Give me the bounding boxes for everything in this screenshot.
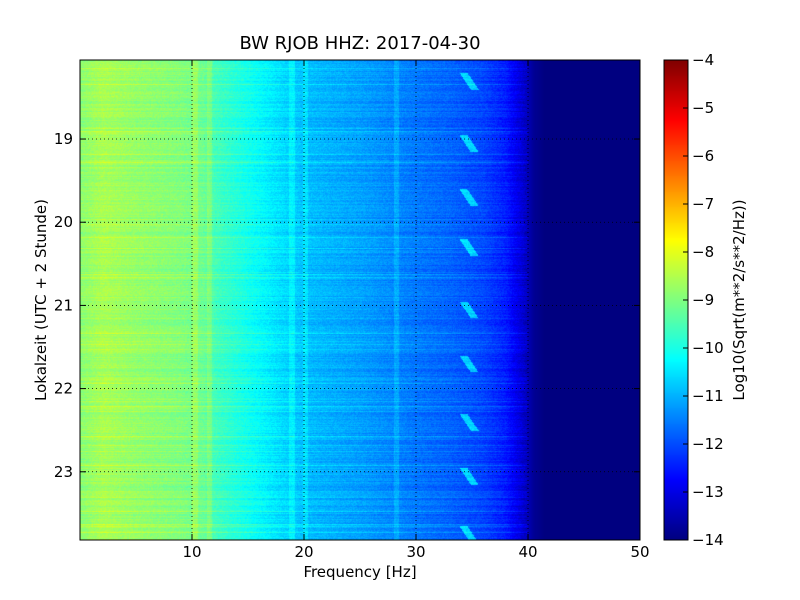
spectrogram-heatmap — [80, 60, 640, 540]
grid-lines — [80, 60, 640, 540]
colorbar-tick-label: −6 — [692, 147, 714, 165]
y-axis-label: Lokalzeit (UTC + 2 Stunde) — [32, 199, 50, 401]
y-tick-label: 21 — [54, 296, 73, 314]
y-axis: 19 20 21 22 23 — [54, 130, 640, 481]
plot-frame — [79, 59, 641, 541]
colorbar-tick-label: −5 — [692, 99, 714, 117]
x-axis: 10 20 30 40 50 — [182, 60, 650, 561]
x-axis-label: Frequency [Hz] — [303, 563, 416, 581]
colorbar-tick-label: −13 — [692, 483, 724, 501]
colorbar-tick-label: −11 — [692, 387, 724, 405]
colorbar-tick-label: −12 — [692, 435, 724, 453]
colorbar-tick-label: −10 — [692, 339, 724, 357]
colorbar-tick-label: −8 — [692, 243, 714, 261]
x-tick-label: 40 — [518, 543, 537, 561]
x-tick-label: 30 — [406, 543, 425, 561]
colorbar-tick-label: −7 — [692, 195, 714, 213]
x-tick-label: 20 — [294, 543, 313, 561]
x-tick-label: 10 — [182, 543, 201, 561]
y-tick-label: 19 — [54, 130, 73, 148]
chart-title: BW RJOB HHZ: 2017-04-30 — [239, 33, 480, 54]
x-tick-label: 50 — [630, 543, 649, 561]
y-tick-label: 20 — [54, 213, 73, 231]
colorbar-axis: −4 −5 −6 −7 −8 −9 −10 −11 −12 −13 −14 — [683, 51, 724, 549]
colorbar-label: Log10(Sqrt(m**2/s**2/Hz)) — [730, 199, 748, 400]
colorbar-tick-label: −14 — [692, 531, 724, 549]
colorbar-tick-label: −4 — [692, 51, 714, 69]
colorbar-tick-label: −9 — [692, 291, 714, 309]
y-tick-label: 22 — [54, 380, 73, 398]
y-tick-label: 23 — [54, 463, 73, 481]
